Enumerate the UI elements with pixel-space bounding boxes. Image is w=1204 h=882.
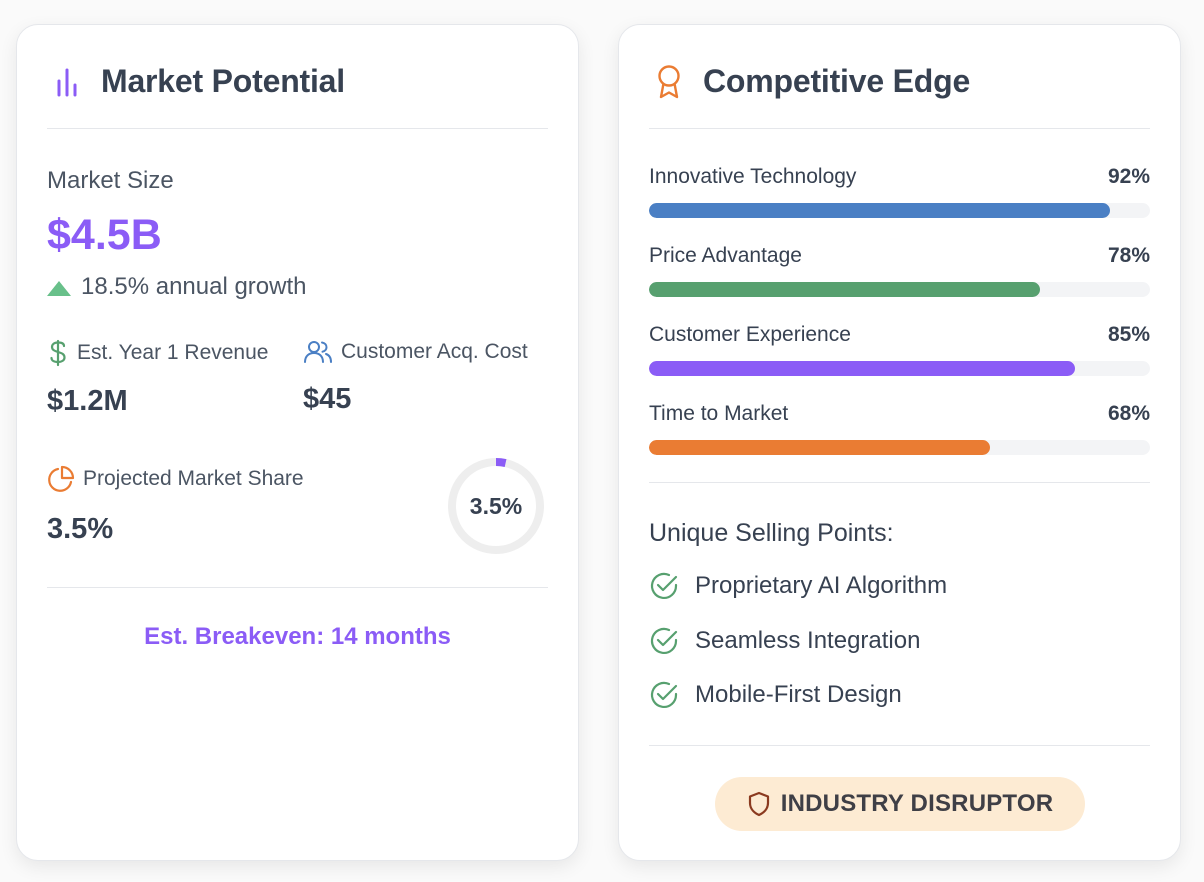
market-potential-card: Market Potential Market Size $4.5B 18.5%… <box>16 24 579 861</box>
competitive-edge-card: Competitive Edge Innovative Technology 9… <box>618 24 1181 861</box>
usp-text: Proprietary AI Algorithm <box>695 572 948 599</box>
market-size-label: Market Size <box>47 167 174 194</box>
competitive-edge-header: Competitive Edge <box>649 25 1150 129</box>
share-label: Projected Market Share <box>83 467 304 490</box>
progress-track <box>649 361 1150 376</box>
award-icon <box>649 62 689 102</box>
progress-track <box>649 203 1150 218</box>
check-circle-icon <box>650 572 678 599</box>
progress-track <box>649 440 1150 455</box>
revenue-metric: Est. Year 1 Revenue $1.2M <box>47 339 268 418</box>
divider <box>649 745 1150 746</box>
cac-value: $45 <box>303 383 352 415</box>
progress-fill <box>649 440 990 455</box>
industry-disruptor-badge: INDUSTRY DISRUPTOR <box>715 777 1085 831</box>
users-icon <box>304 341 332 363</box>
share-value: 3.5% <box>47 513 114 545</box>
bar-chart-icon <box>47 62 87 102</box>
market-share-arc <box>448 458 544 554</box>
progress-label: Time to Market <box>649 402 789 425</box>
donut-center-label: 3.5% <box>469 492 523 519</box>
progress-fill <box>649 203 1110 218</box>
shield-icon <box>748 791 769 817</box>
progress-label: Price Advantage <box>649 244 802 267</box>
cac-metric: Customer Acq. Cost $45 <box>303 339 528 416</box>
revenue-label: Est. Year 1 Revenue <box>77 341 269 364</box>
trend-up-icon <box>47 280 71 296</box>
progress-fill <box>649 282 1040 297</box>
usp-item: Mobile-First Design <box>649 680 902 710</box>
check-circle-icon <box>650 627 678 654</box>
growth-text: 18.5% annual growth <box>81 273 307 300</box>
progress-fill <box>649 361 1075 376</box>
market-size-value: $4.5B <box>47 211 162 259</box>
progress-track <box>649 282 1150 297</box>
card-title: Market Potential <box>101 63 345 99</box>
progress-label: Innovative Technology <box>649 165 857 188</box>
usp-text: Seamless Integration <box>695 627 921 654</box>
market-share-donut <box>448 458 544 554</box>
progress-percent: 68% <box>1107 402 1150 425</box>
usp-item: Seamless Integration <box>649 626 920 656</box>
progress-item: Customer Experience 85% <box>649 323 1150 376</box>
card-title: Competitive Edge <box>703 63 971 99</box>
badge-text: INDUSTRY DISRUPTOR <box>780 790 1054 817</box>
breakeven-text: Est. Breakeven: 14 months <box>144 623 451 650</box>
dollar-icon <box>50 339 66 367</box>
growth-indicator: 18.5% annual growth <box>47 273 307 301</box>
usp-text: Mobile-First Design <box>695 681 902 708</box>
pie-chart-icon <box>48 465 75 492</box>
divider <box>649 482 1150 483</box>
progress-item: Innovative Technology 92% <box>649 165 1150 218</box>
progress-label: Customer Experience <box>649 323 851 346</box>
usp-item: Proprietary AI Algorithm <box>649 571 947 601</box>
progress-percent: 85% <box>1107 323 1150 346</box>
progress-percent: 92% <box>1107 165 1150 188</box>
cac-label: Customer Acq. Cost <box>341 340 528 363</box>
usp-title: Unique Selling Points: <box>649 519 894 547</box>
market-share-metric: Projected Market Share 3.5% <box>47 465 304 546</box>
progress-item: Time to Market 68% <box>649 402 1150 455</box>
check-circle-icon <box>650 681 678 708</box>
market-potential-header: Market Potential <box>47 25 548 129</box>
divider <box>47 587 548 588</box>
revenue-value: $1.2M <box>47 385 128 417</box>
progress-percent: 78% <box>1107 244 1150 267</box>
progress-item: Price Advantage 78% <box>649 244 1150 297</box>
